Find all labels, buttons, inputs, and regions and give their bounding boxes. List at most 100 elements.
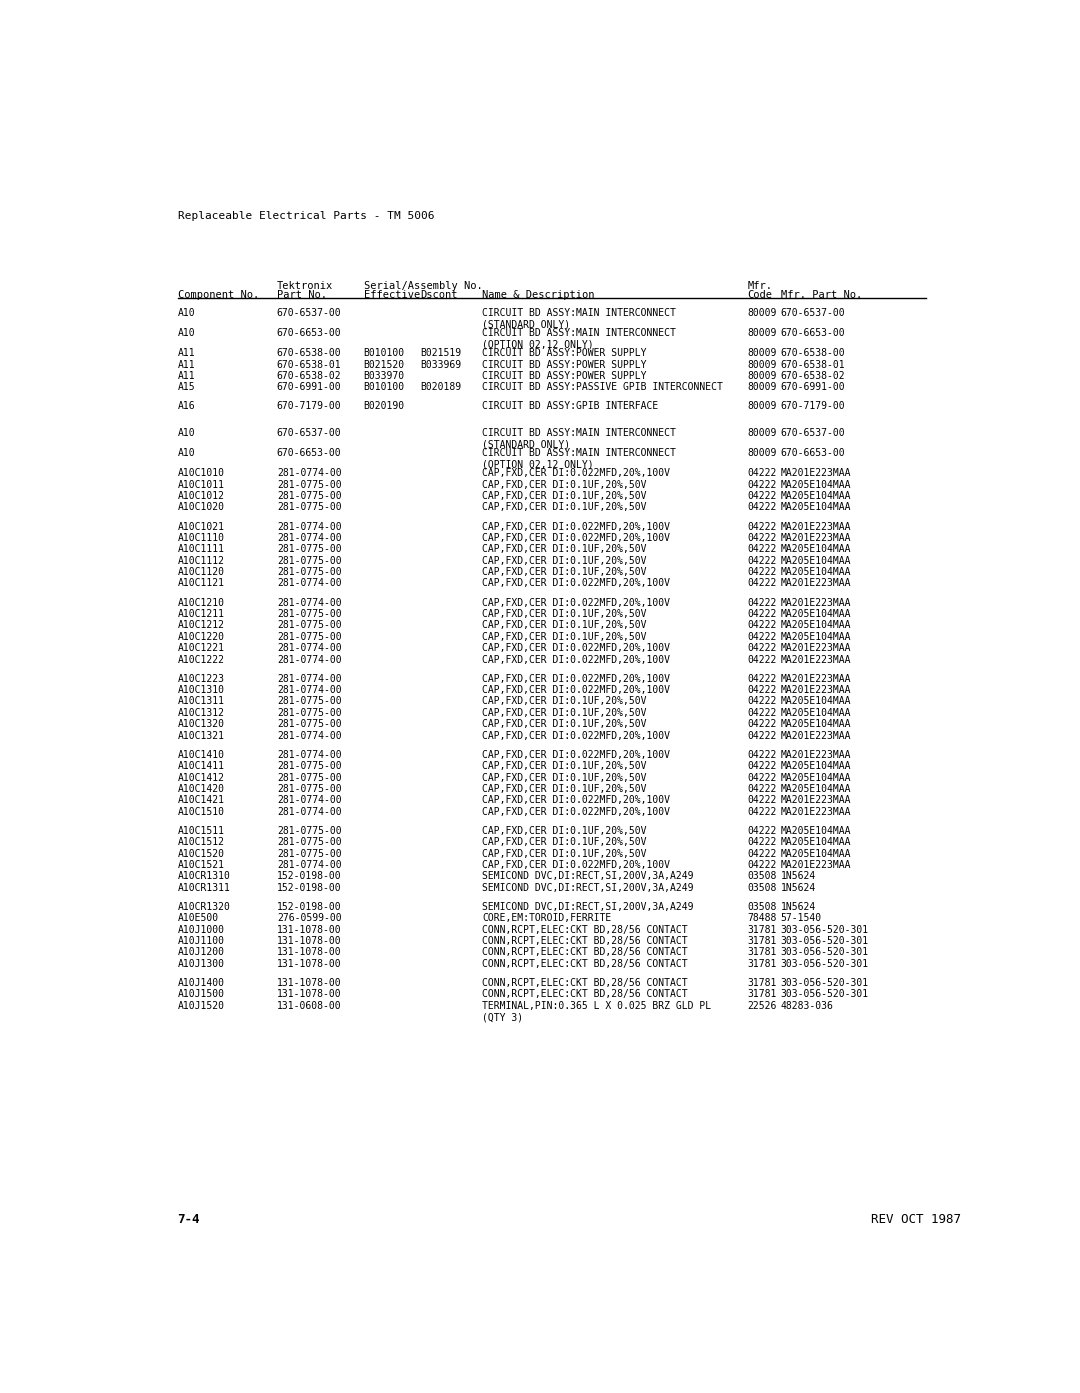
Text: B021520: B021520	[364, 359, 405, 369]
Text: A10C1112: A10C1112	[177, 556, 225, 566]
Text: 670-6991-00: 670-6991-00	[276, 382, 341, 393]
Text: 04222: 04222	[747, 567, 777, 577]
Text: A10E500: A10E500	[177, 914, 219, 924]
Text: 281-0775-00: 281-0775-00	[276, 837, 341, 847]
Text: MA205E104MAA: MA205E104MAA	[781, 632, 851, 642]
Text: 57-1540: 57-1540	[781, 914, 822, 924]
Text: 1N5624: 1N5624	[781, 872, 815, 882]
Text: CAP,FXD,CER DI:0.1UF,20%,50V: CAP,FXD,CER DI:0.1UF,20%,50V	[482, 556, 647, 566]
Text: A10C1222: A10C1222	[177, 655, 225, 664]
Text: CAP,FXD,CER DI:0.022MFD,20%,100V: CAP,FXD,CER DI:0.022MFD,20%,100V	[482, 731, 671, 741]
Text: 303-056-520-301: 303-056-520-301	[781, 925, 868, 935]
Text: 281-0774-00: 281-0774-00	[276, 578, 341, 588]
Text: CAP,FXD,CER DI:0.1UF,20%,50V: CAP,FXD,CER DI:0.1UF,20%,50V	[482, 784, 647, 794]
Text: 1N5624: 1N5624	[781, 883, 815, 893]
Text: 281-0774-00: 281-0774-00	[276, 655, 341, 664]
Text: MA201E223MAA: MA201E223MAA	[781, 521, 851, 532]
Text: A11: A11	[177, 359, 195, 369]
Text: MA205E104MAA: MA205E104MAA	[781, 609, 851, 618]
Text: CAP,FXD,CER DI:0.1UF,20%,50V: CAP,FXD,CER DI:0.1UF,20%,50V	[482, 632, 647, 642]
Text: MA201E223MAA: MA201E223MAA	[781, 731, 851, 741]
Text: 281-0775-00: 281-0775-00	[276, 708, 341, 717]
Text: MA205E104MAA: MA205E104MAA	[781, 773, 851, 783]
Text: A10C1411: A10C1411	[177, 761, 225, 772]
Text: CIRCUIT BD ASSY:POWER SUPPLY: CIRCUIT BD ASSY:POWER SUPPLY	[482, 359, 647, 369]
Text: CAP,FXD,CER DI:0.022MFD,20%,100V: CAP,FXD,CER DI:0.022MFD,20%,100V	[482, 795, 671, 805]
Text: 281-0775-00: 281-0775-00	[276, 620, 341, 631]
Text: A10C1521: A10C1521	[177, 859, 225, 871]
Text: 04222: 04222	[747, 696, 777, 706]
Text: A10C1510: A10C1510	[177, 807, 225, 816]
Text: A10C1111: A10C1111	[177, 545, 225, 554]
Text: 670-7179-00: 670-7179-00	[276, 401, 341, 411]
Text: MA205E104MAA: MA205E104MAA	[781, 837, 851, 847]
Text: 04222: 04222	[747, 578, 777, 588]
Text: A10: A10	[177, 428, 195, 439]
Text: 281-0775-00: 281-0775-00	[276, 719, 341, 730]
Text: 31781: 31781	[747, 989, 777, 999]
Text: A10C1211: A10C1211	[177, 609, 225, 618]
Text: 04222: 04222	[747, 468, 777, 478]
Text: REV OCT 1987: REV OCT 1987	[872, 1213, 961, 1226]
Text: 281-0774-00: 281-0774-00	[276, 859, 341, 871]
Text: Code: Code	[747, 290, 772, 301]
Text: A10C1220: A10C1220	[177, 632, 225, 642]
Text: 670-6537-00: 670-6537-00	[781, 428, 846, 439]
Text: 281-0775-00: 281-0775-00	[276, 784, 341, 794]
Text: (STANDARD ONLY): (STANDARD ONLY)	[482, 440, 570, 450]
Text: 04222: 04222	[747, 598, 777, 607]
Text: 281-0774-00: 281-0774-00	[276, 807, 341, 816]
Text: CONN,RCPT,ELEC:CKT BD,28/56 CONTACT: CONN,RCPT,ELEC:CKT BD,28/56 CONTACT	[482, 925, 688, 935]
Text: CAP,FXD,CER DI:0.1UF,20%,50V: CAP,FXD,CER DI:0.1UF,20%,50V	[482, 567, 647, 577]
Text: 04222: 04222	[747, 685, 777, 695]
Text: 04222: 04222	[747, 632, 777, 642]
Text: A15: A15	[177, 382, 195, 393]
Text: 131-1078-00: 131-1078-00	[276, 925, 341, 935]
Text: 281-0775-00: 281-0775-00	[276, 479, 341, 489]
Text: MA205E104MAA: MA205E104MAA	[781, 620, 851, 631]
Text: A10C1110: A10C1110	[177, 534, 225, 543]
Text: 303-056-520-301: 303-056-520-301	[781, 978, 868, 988]
Text: MA205E104MAA: MA205E104MAA	[781, 848, 851, 858]
Text: 670-6538-01: 670-6538-01	[276, 359, 341, 369]
Text: 31781: 31781	[747, 978, 777, 988]
Text: MA201E223MAA: MA201E223MAA	[781, 795, 851, 805]
Text: CONN,RCPT,ELEC:CKT BD,28/56 CONTACT: CONN,RCPT,ELEC:CKT BD,28/56 CONTACT	[482, 947, 688, 957]
Text: 670-6537-00: 670-6537-00	[276, 428, 341, 439]
Text: CIRCUIT BD ASSY:MAIN INTERCONNECT: CIRCUIT BD ASSY:MAIN INTERCONNECT	[482, 329, 676, 338]
Text: A10CR1310: A10CR1310	[177, 872, 230, 882]
Text: 670-6991-00: 670-6991-00	[781, 382, 846, 393]
Text: 281-0774-00: 281-0774-00	[276, 644, 341, 653]
Text: CAP,FXD,CER DI:0.1UF,20%,50V: CAP,FXD,CER DI:0.1UF,20%,50V	[482, 708, 647, 717]
Text: SEMICOND DVC,DI:RECT,SI,200V,3A,A249: SEMICOND DVC,DI:RECT,SI,200V,3A,A249	[482, 872, 693, 882]
Text: 131-1078-00: 131-1078-00	[276, 958, 341, 970]
Text: A10C1121: A10C1121	[177, 578, 225, 588]
Text: 31781: 31781	[747, 925, 777, 935]
Text: CAP,FXD,CER DI:0.1UF,20%,50V: CAP,FXD,CER DI:0.1UF,20%,50V	[482, 773, 647, 783]
Text: 670-6537-00: 670-6537-00	[276, 308, 341, 318]
Text: CAP,FXD,CER DI:0.1UF,20%,50V: CAP,FXD,CER DI:0.1UF,20%,50V	[482, 609, 647, 618]
Text: 281-0774-00: 281-0774-00	[276, 731, 341, 741]
Text: CAP,FXD,CER DI:0.1UF,20%,50V: CAP,FXD,CER DI:0.1UF,20%,50V	[482, 620, 647, 631]
Text: SEMICOND DVC,DI:RECT,SI,200V,3A,A249: SEMICOND DVC,DI:RECT,SI,200V,3A,A249	[482, 883, 693, 893]
Text: 303-056-520-301: 303-056-520-301	[781, 936, 868, 946]
Text: A10J1400: A10J1400	[177, 978, 225, 988]
Text: A11: A11	[177, 348, 195, 358]
Text: 303-056-520-301: 303-056-520-301	[781, 947, 868, 957]
Text: 80009: 80009	[747, 371, 777, 380]
Text: A10: A10	[177, 449, 195, 458]
Text: 04222: 04222	[747, 545, 777, 554]
Text: A10C1421: A10C1421	[177, 795, 225, 805]
Text: 04222: 04222	[747, 503, 777, 513]
Text: 04222: 04222	[747, 609, 777, 618]
Text: A10C1320: A10C1320	[177, 719, 225, 730]
Text: CAP,FXD,CER DI:0.022MFD,20%,100V: CAP,FXD,CER DI:0.022MFD,20%,100V	[482, 655, 671, 664]
Text: 7-4: 7-4	[177, 1213, 200, 1226]
Text: 276-0599-00: 276-0599-00	[276, 914, 341, 924]
Text: A10C1512: A10C1512	[177, 837, 225, 847]
Text: CAP,FXD,CER DI:0.1UF,20%,50V: CAP,FXD,CER DI:0.1UF,20%,50V	[482, 696, 647, 706]
Text: MA205E104MAA: MA205E104MAA	[781, 784, 851, 794]
Text: 281-0775-00: 281-0775-00	[276, 545, 341, 554]
Text: 04222: 04222	[747, 837, 777, 847]
Text: 281-0774-00: 281-0774-00	[276, 598, 341, 607]
